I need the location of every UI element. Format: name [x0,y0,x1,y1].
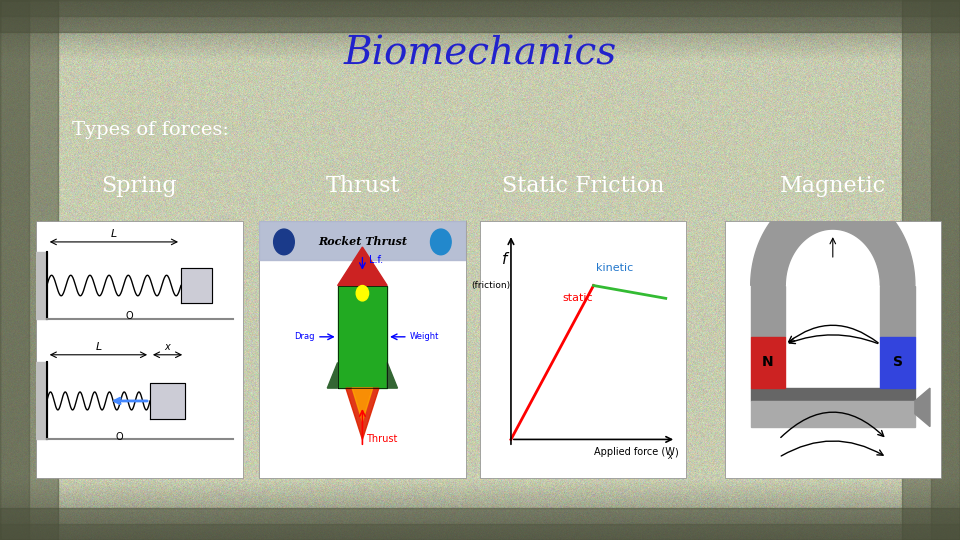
FancyBboxPatch shape [36,221,243,478]
Text: Weight: Weight [410,332,440,341]
Polygon shape [915,388,930,427]
Bar [902,0,960,540]
Text: Static Friction: Static Friction [502,176,665,197]
Polygon shape [259,221,466,260]
Text: f: f [502,252,508,267]
Polygon shape [880,337,915,388]
Circle shape [274,229,295,255]
Text: L.f.: L.f. [369,255,383,265]
FancyBboxPatch shape [259,221,466,478]
Polygon shape [880,286,915,337]
Text: Thrust: Thrust [325,176,400,197]
Polygon shape [751,188,915,286]
Bar [0,0,29,540]
Text: NASA: NASA [276,239,293,245]
Bar [0,524,960,540]
Polygon shape [36,362,47,440]
Bar [0,0,58,540]
Text: Types of forces:: Types of forces: [72,120,228,139]
Text: Biomechanics: Biomechanics [344,36,616,72]
Polygon shape [338,286,387,388]
Text: L: L [110,229,117,239]
Text: Spring: Spring [102,176,177,197]
Polygon shape [338,247,387,286]
Bar [0,0,960,16]
Text: N: N [762,355,774,369]
Text: O: O [126,311,133,321]
Bar [0,508,960,540]
Polygon shape [346,388,379,440]
FancyBboxPatch shape [480,221,686,478]
Bar [931,0,960,540]
Text: static: static [563,293,593,303]
FancyBboxPatch shape [725,221,941,478]
Text: L: L [95,342,102,352]
Polygon shape [387,362,397,388]
Polygon shape [150,383,185,419]
Text: x: x [667,451,672,461]
Text: Rocket Thrust: Rocket Thrust [318,237,407,247]
Text: Drag: Drag [295,332,315,341]
Polygon shape [751,401,915,427]
Circle shape [430,229,451,255]
Text: kinetic: kinetic [595,262,633,273]
Polygon shape [327,362,338,388]
Polygon shape [751,286,785,337]
Polygon shape [180,268,212,303]
Text: (friction): (friction) [470,281,510,290]
Text: ): ) [674,447,678,457]
Bar [0,0,960,32]
Text: S: S [893,355,902,369]
Polygon shape [751,337,785,388]
Text: Magnetic: Magnetic [780,176,886,197]
Text: Thrust: Thrust [367,434,397,444]
Polygon shape [352,388,372,421]
Polygon shape [751,388,915,401]
Circle shape [356,286,369,301]
Text: x: x [165,342,171,352]
Text: O: O [115,432,123,442]
Polygon shape [36,252,47,319]
Text: Applied force (W: Applied force (W [594,447,675,457]
